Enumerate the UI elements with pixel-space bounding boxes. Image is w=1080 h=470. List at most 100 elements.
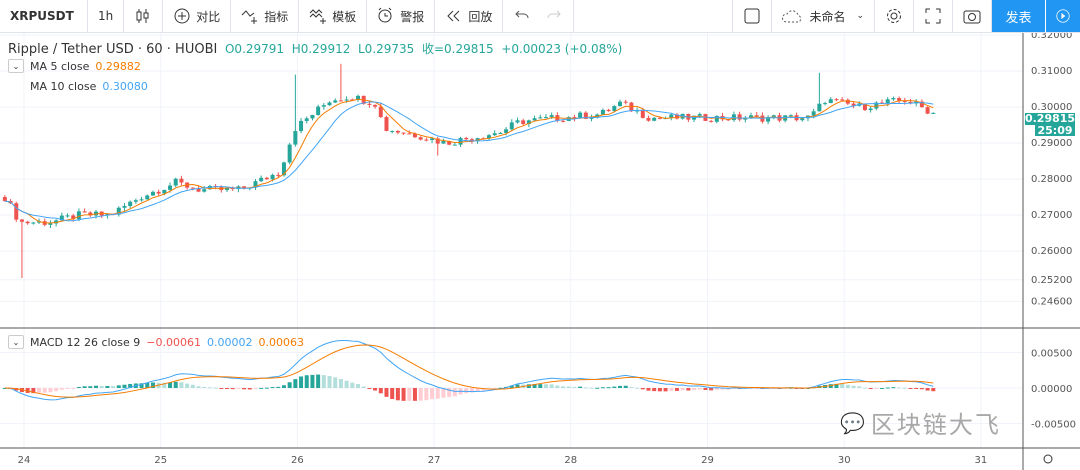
countdown-label: 25:09 bbox=[1035, 125, 1075, 136]
macd-signal-line bbox=[4, 344, 934, 398]
macd-histogram-bar bbox=[54, 388, 59, 392]
candle-body bbox=[487, 135, 492, 139]
templates-button[interactable]: 模板 bbox=[299, 0, 368, 32]
macd-histogram-bar bbox=[185, 383, 190, 388]
candle-body bbox=[310, 114, 315, 119]
templates-icon bbox=[309, 9, 327, 24]
macd-histogram-bar bbox=[202, 387, 207, 389]
macd-histogram-bar bbox=[441, 388, 446, 398]
candle-body bbox=[350, 99, 355, 101]
price-tick: 0.26000 bbox=[1031, 246, 1072, 257]
candle-body bbox=[145, 195, 150, 200]
toolbar: XRPUSDT 1h 对比 指标 模板 警报 回放 未命名 ⌄ 发表 bbox=[0, 0, 1080, 33]
macd-histogram-bar bbox=[338, 379, 343, 388]
macd-histogram-bar bbox=[344, 380, 349, 388]
indicators-label: 指标 bbox=[264, 9, 289, 24]
macd-histogram-bar bbox=[635, 387, 640, 389]
redo-button[interactable] bbox=[535, 0, 575, 32]
macd-histogram-bar bbox=[447, 388, 452, 398]
candle-body bbox=[743, 118, 748, 120]
rewind-icon bbox=[447, 10, 460, 22]
candle-body bbox=[242, 186, 247, 189]
macd-histogram-bar bbox=[65, 388, 70, 389]
interval-button[interactable]: 1h bbox=[88, 0, 125, 32]
macd-histogram-bar bbox=[299, 376, 304, 388]
macd-histogram-bar bbox=[384, 388, 389, 397]
collapse-legend-button[interactable]: ⌄ bbox=[8, 59, 24, 73]
candle-body bbox=[270, 174, 275, 180]
macd-histogram-bar bbox=[834, 383, 839, 388]
candle-body bbox=[447, 141, 452, 145]
candle-body bbox=[430, 138, 435, 140]
candle-body bbox=[532, 118, 537, 121]
candle-body bbox=[862, 103, 867, 111]
settings-gear-icon bbox=[1043, 454, 1053, 464]
candle-body bbox=[919, 101, 924, 108]
macd-histogram-bar bbox=[270, 387, 275, 389]
macd-legend: ⌄ MACD 12 26 close 9 −0.00061 0.00002 0.0006… bbox=[8, 335, 304, 349]
settings-button[interactable] bbox=[875, 0, 914, 32]
macd-histogram-bar bbox=[435, 388, 440, 399]
macd-histogram-bar bbox=[902, 387, 907, 389]
candle-body bbox=[697, 114, 702, 116]
drawing-box-button[interactable] bbox=[733, 0, 773, 32]
candle-body bbox=[515, 120, 520, 123]
macd-histogram-bar bbox=[42, 388, 47, 393]
macd-histogram-bar bbox=[731, 388, 736, 389]
symbol-button[interactable]: XRPUSDT bbox=[0, 0, 88, 32]
candle-body bbox=[458, 138, 463, 145]
candle-body bbox=[327, 102, 332, 106]
macd-histogram-bar bbox=[207, 387, 212, 389]
macd-histogram-bar bbox=[674, 388, 679, 391]
price-chart[interactable]: 0.32000 0.31000 0.30000 0.29000 0.28000 0.270… bbox=[0, 33, 1080, 470]
candle-body bbox=[401, 132, 406, 134]
undo-icon bbox=[515, 10, 529, 19]
price-tick: 0.27000 bbox=[1031, 210, 1072, 221]
candle-body bbox=[931, 112, 936, 114]
candle-body bbox=[412, 133, 417, 138]
snapshot-button[interactable] bbox=[953, 0, 992, 32]
macd-histogram-bar bbox=[749, 388, 754, 389]
macd-histogram-bar bbox=[173, 381, 178, 388]
macd-histogram-bar bbox=[498, 387, 503, 389]
cloud-icon bbox=[782, 10, 802, 23]
indicators-button[interactable]: 指标 bbox=[231, 0, 300, 32]
candle-body bbox=[606, 109, 611, 112]
alert-button[interactable]: 警报 bbox=[367, 0, 436, 32]
macd-histogram-bar bbox=[703, 388, 708, 391]
camera-icon bbox=[963, 10, 981, 24]
macd-histogram-bar bbox=[851, 385, 856, 388]
macd-histogram-bar bbox=[669, 388, 674, 391]
layout-name-button[interactable]: 未命名 ⌄ bbox=[772, 0, 875, 32]
macd-histogram-bar bbox=[14, 388, 19, 391]
candle-body bbox=[578, 112, 583, 119]
macd-histogram-bar bbox=[93, 385, 98, 388]
macd-tick: 0.00000 bbox=[1031, 384, 1072, 395]
replay-button[interactable]: 回放 bbox=[435, 0, 504, 32]
candle-body bbox=[407, 133, 412, 135]
candle-body bbox=[316, 106, 321, 115]
candle-body bbox=[885, 99, 890, 104]
macd-histogram-bar bbox=[583, 387, 588, 389]
candle-body bbox=[356, 95, 361, 100]
fullscreen-button[interactable] bbox=[914, 0, 953, 32]
macd-histogram-bar bbox=[640, 388, 645, 390]
macd-histogram-bar bbox=[111, 386, 116, 388]
candle-body bbox=[54, 220, 59, 224]
macd-histogram-bar bbox=[543, 384, 548, 388]
candle-body bbox=[771, 115, 776, 118]
candle-body bbox=[116, 207, 121, 215]
compare-label: 对比 bbox=[196, 9, 221, 24]
macd-histogram-bar bbox=[430, 388, 435, 400]
undo-button[interactable] bbox=[503, 0, 535, 32]
compare-button[interactable]: 对比 bbox=[163, 0, 232, 32]
chart-type-button[interactable] bbox=[124, 0, 164, 32]
macd-histogram-bar bbox=[281, 385, 286, 388]
macd-histogram-bar bbox=[686, 388, 691, 391]
play-button[interactable] bbox=[1046, 0, 1080, 32]
publish-button[interactable]: 发表 bbox=[992, 0, 1046, 32]
collapse-macd-button[interactable]: ⌄ bbox=[8, 335, 24, 349]
macd-histogram-bar bbox=[390, 388, 395, 399]
price-tick: 0.30000 bbox=[1031, 102, 1072, 113]
candle-body bbox=[264, 177, 269, 180]
